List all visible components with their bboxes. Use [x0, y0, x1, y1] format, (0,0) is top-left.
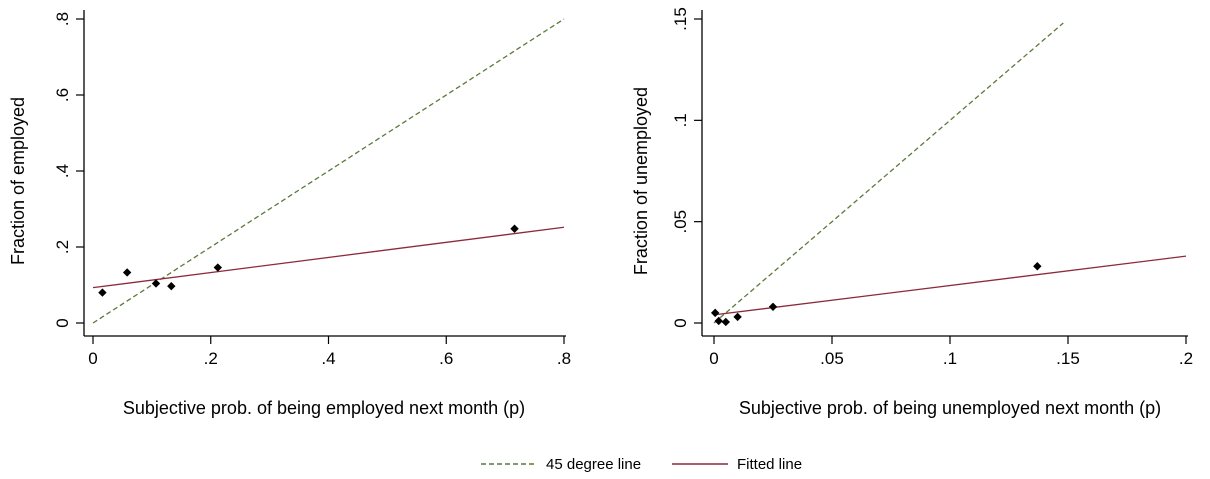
x-tick-label: .8	[557, 349, 571, 368]
x-tick-label: 0	[709, 349, 718, 368]
y-axis-title: Fraction of unemployed	[631, 87, 651, 275]
legend-label-fit: Fitted line	[737, 456, 802, 473]
data-point	[714, 316, 723, 326]
y-tick-label: 0	[671, 318, 690, 327]
fitted-line	[713, 255, 1187, 316]
data-point	[98, 288, 107, 297]
data-point	[710, 308, 720, 318]
diagonal-45-line	[92, 18, 565, 324]
y-tick-label: .4	[53, 164, 72, 178]
data-point	[510, 224, 519, 233]
y-tick-label: .15	[671, 7, 690, 31]
fitted-line	[92, 226, 565, 289]
y-axis-title: Fraction of employed	[8, 97, 28, 265]
data-point	[167, 281, 176, 291]
data-point	[1033, 262, 1042, 271]
panel-employed: 0 .2 .4 .6 .8 0 .2 .4 .6 .8 Subjective prob. of be…	[8, 10, 571, 418]
data-point	[733, 312, 742, 322]
x-tick-label: .4	[321, 349, 335, 368]
panel-unemployed: 0 .05 .1 .15 .2 0 .05 .1 .15 Subjective prob. of …	[631, 7, 1193, 418]
diagonal-45-line	[713, 22, 1064, 324]
y-tick-label: 0	[53, 318, 72, 327]
data-point	[151, 279, 161, 288]
x-axis-title: Subjective prob. of being unemployed nex…	[739, 398, 1161, 418]
x-tick-label: .1	[943, 349, 957, 368]
legend-label-diag: 45 degree line	[546, 456, 641, 473]
x-tick-label: .15	[1056, 349, 1080, 368]
y-tick-label: .05	[671, 210, 690, 234]
data-point	[721, 317, 730, 327]
x-tick-label: .2	[204, 349, 218, 368]
data-point	[122, 268, 132, 277]
legend: 45 degree line Fitted line	[481, 456, 802, 473]
data-point	[768, 302, 778, 311]
x-tick-label: 0	[88, 349, 97, 368]
x-axis-title: Subjective prob. of being employed next …	[123, 398, 525, 418]
x-tick-label: .6	[439, 349, 453, 368]
y-tick-label: .1	[671, 113, 690, 127]
x-tick-label: .05	[820, 349, 844, 368]
y-tick-label: .2	[53, 240, 72, 254]
y-tick-label: .8	[53, 12, 72, 26]
y-tick-label: .6	[53, 88, 72, 102]
x-tick-label: .2	[1179, 349, 1193, 368]
data-point	[213, 263, 223, 272]
